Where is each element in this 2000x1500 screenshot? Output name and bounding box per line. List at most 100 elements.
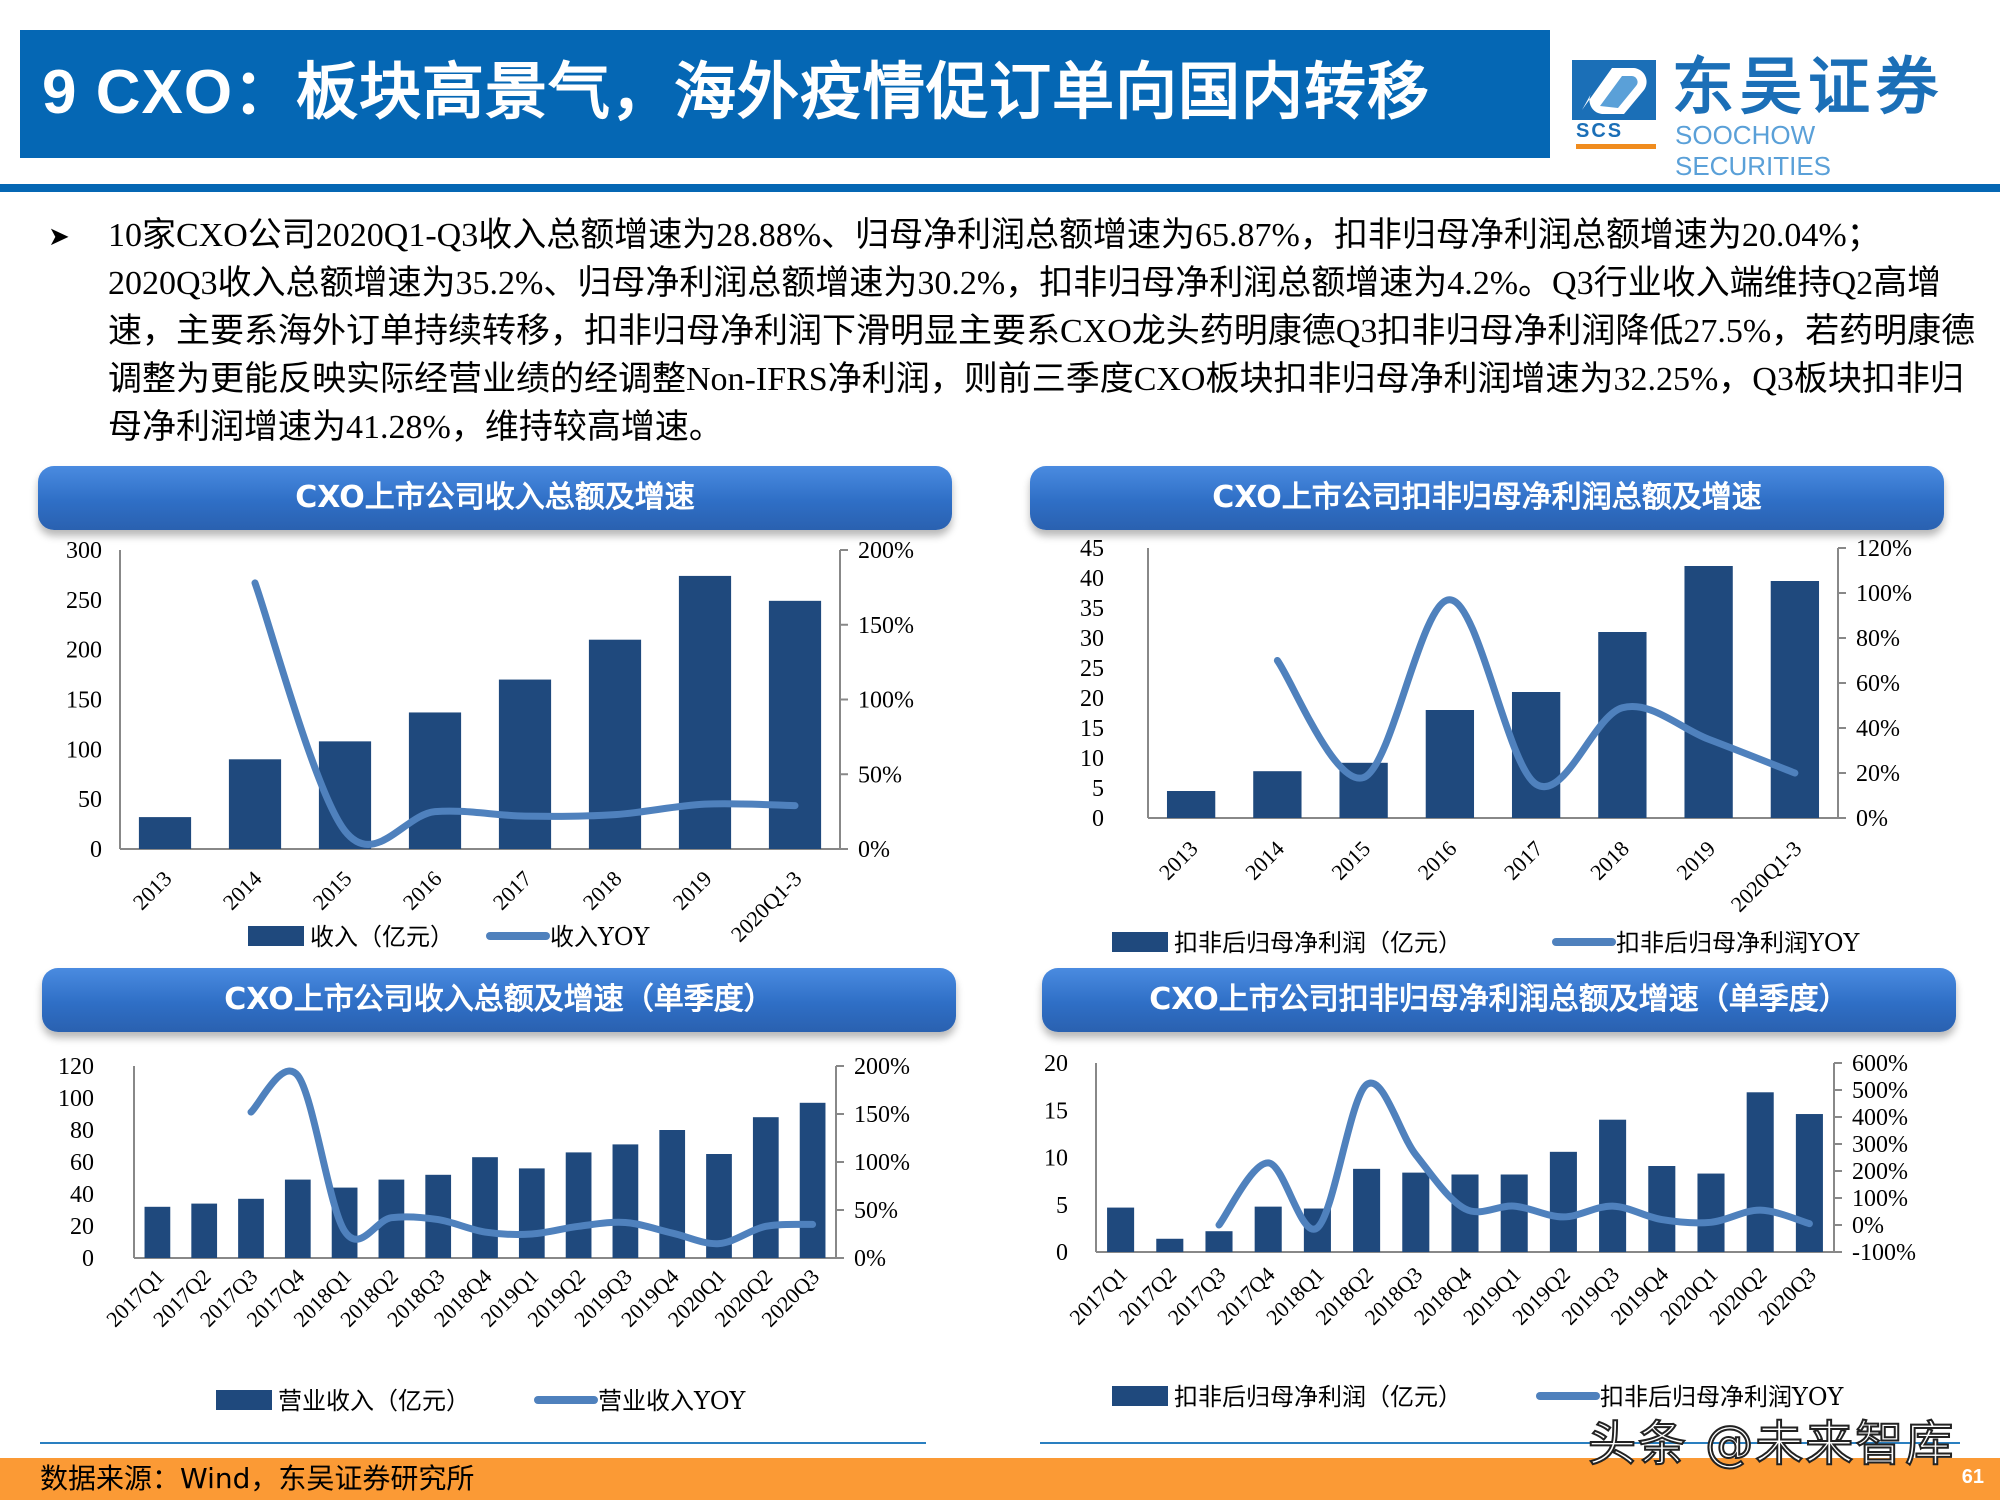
x-tick-label: 2020Q1 [1655,1262,1723,1330]
summary-text: 10家CXO公司2020Q1-Q3收入总额增速为28.88%、归母净利润总额增速… [108,217,1976,446]
logo-abbr: SCS [1576,120,1624,142]
bar [565,1152,592,1258]
right-tick-label: 100% [854,1150,910,1176]
footer-rule-right [1040,1442,1960,1444]
left-tick-label: 35 [1080,596,1104,622]
left-tick-label: 15 [1044,1098,1068,1124]
x-tick-label: 2017Q4 [242,1264,310,1332]
legend-line-label: 扣非后归母净利润YOY [1616,929,1861,957]
x-tick-label: 2019Q3 [569,1264,637,1332]
logo-underline [1576,144,1656,149]
footer-rule-left [40,1442,926,1444]
arrow-bullet-icon: ➤ [48,222,70,251]
x-tick-label: 2016 [1413,836,1462,885]
legend-bar-label: 收入（亿元） [310,923,454,951]
logo-chinese-name: 东吴证券 [1672,50,1945,123]
yoy-line [1215,1079,1813,1233]
x-tick-label: 2018Q2 [1310,1262,1378,1330]
bar [752,1117,779,1258]
chart-2: 0204060801001200%50%100%150%200%2017Q120… [58,1054,910,1415]
bar [799,1102,826,1258]
chart-legend: 扣非后归母净利润（亿元） 扣非后归母净利润YOY [1112,929,1861,957]
bar [191,1203,218,1258]
data-source: 数据来源：Wind，东吴证券研究所 [40,1462,475,1495]
left-tick-label: 30 [1080,626,1104,652]
x-tick-label: 2018Q3 [382,1264,450,1332]
x-tick-label: 2017Q3 [1163,1262,1231,1330]
right-tick-label: 100% [1856,581,1912,607]
left-tick-label: 10 [1044,1146,1068,1172]
bar [1746,1092,1774,1252]
left-tick-label: 20 [1044,1051,1068,1077]
left-tick-label: 45 [1080,536,1104,562]
x-tick-label: 2018Q1 [288,1264,356,1332]
legend-bar-label: 扣非后归母净利润（亿元） [1174,1383,1462,1411]
soochow-logo-icon [1572,60,1656,120]
left-tick-label: 10 [1080,746,1104,772]
bar [238,1198,264,1258]
x-tick-label: 2018Q4 [1409,1262,1477,1330]
left-tick-label: 20 [1080,686,1104,712]
bar [1205,1231,1233,1252]
bar [1402,1172,1430,1252]
x-tick-label: 2018Q3 [1360,1262,1428,1330]
x-tick-label: 2020Q3 [1753,1262,1821,1330]
right-tick-label: 600% [1852,1051,1908,1077]
left-tick-label: 40 [70,1182,94,1208]
bar [1107,1207,1135,1252]
right-tick-label: 200% [1852,1159,1908,1185]
left-tick-label: 120 [58,1054,94,1080]
left-tick-label: 250 [66,588,102,614]
right-tick-label: 150% [854,1102,910,1128]
left-tick-label: 100 [58,1086,94,1112]
legend-bar-swatch [248,926,304,946]
bar [1254,1206,1282,1252]
x-tick-label: 2019Q1 [1458,1262,1526,1330]
right-tick-label: 300% [1852,1132,1908,1158]
bar [518,1168,545,1258]
bar [1166,791,1216,818]
x-tick-label: 2015 [1326,836,1375,885]
left-tick-label: 200 [66,638,102,664]
bar [659,1130,686,1258]
chart-title-annual-profit: CXO上市公司扣非归母净利润总额及增速 [1030,466,1944,530]
x-tick-label: 2018 [1585,836,1634,885]
left-tick-label: 100 [66,737,102,763]
header-divider [0,184,2000,192]
right-tick-label: 120% [1856,536,1912,562]
x-tick-label: 2020Q2 [1704,1262,1772,1330]
right-tick-label: 400% [1852,1105,1908,1131]
bar [588,639,642,849]
x-tick-label: 2017Q1 [1064,1262,1132,1330]
left-tick-label: 0 [90,837,102,863]
left-tick-label: 5 [1056,1193,1068,1219]
bar [1451,1174,1479,1252]
bar [1253,771,1302,818]
x-tick-label: 2019 [1671,836,1720,885]
x-tick-label: 2020Q3 [756,1264,824,1332]
page-title: 9 CXO：板块高景气，海外疫情促订单向国内转移 [42,58,1431,127]
right-tick-label: 500% [1852,1078,1908,1104]
title-banner: 9 CXO：板块高景气，海外疫情促订单向国内转移 [20,30,1550,158]
chart-title-annual-revenue: CXO上市公司收入总额及增速 [38,466,952,530]
legend-bar-label: 营业收入（亿元） [278,1387,470,1415]
right-tick-label: 80% [1856,626,1900,652]
chart-title-quarterly-revenue: CXO上市公司收入总额及增速（单季度） [42,968,956,1032]
left-tick-label: 300 [66,538,102,564]
bar [1795,1114,1823,1252]
bar [1339,762,1388,818]
chart-3: 0 5 10 15 20 -100%0%100%200%300%400%500%600% 2… [1044,1051,1916,1411]
bar [1511,692,1561,818]
right-tick-label: 20% [1856,761,1900,787]
right-tick-label: 50% [858,762,902,788]
x-tick-label: 2018Q2 [335,1264,403,1332]
bar [498,679,552,849]
right-tick-label: 0% [854,1246,886,1272]
bar [1684,566,1733,818]
bar [1599,1119,1627,1252]
bar [1303,1208,1331,1252]
left-tick-label: 80 [70,1118,94,1144]
x-tick-label: 2013 [1154,836,1203,885]
watermark: 头条 @未来智库 [1587,1415,1956,1473]
left-tick-label: 60 [70,1150,94,1176]
